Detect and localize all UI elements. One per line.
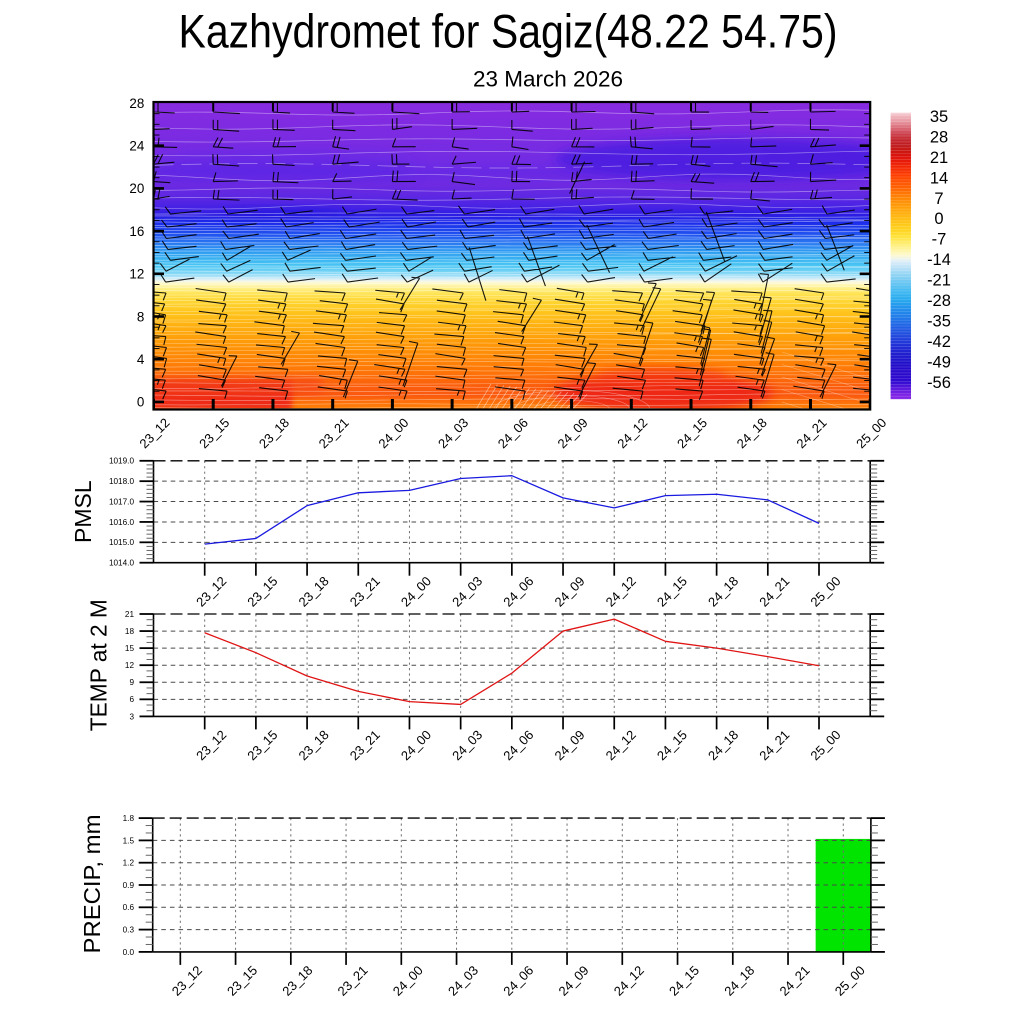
svg-text:PMSL: PMSL (70, 480, 96, 543)
svg-text:-28: -28 (927, 292, 951, 310)
svg-text:1014.0: 1014.0 (109, 559, 134, 568)
svg-text:28: 28 (930, 128, 948, 146)
svg-text:1019.0: 1019.0 (109, 457, 134, 466)
svg-text:4: 4 (137, 352, 145, 367)
svg-text:1017.0: 1017.0 (109, 497, 134, 506)
svg-text:0.9: 0.9 (123, 881, 135, 890)
svg-text:23 March 2026: 23 March 2026 (473, 67, 623, 92)
svg-text:28: 28 (129, 96, 144, 111)
svg-text:18: 18 (125, 627, 135, 636)
svg-text:1.2: 1.2 (123, 859, 135, 868)
svg-text:-7: -7 (932, 231, 947, 249)
svg-text:1018.0: 1018.0 (109, 477, 134, 486)
svg-text:20: 20 (129, 181, 144, 196)
svg-text:-56: -56 (927, 374, 951, 392)
svg-text:21: 21 (930, 149, 948, 167)
svg-text:7: 7 (934, 190, 943, 208)
svg-text:-42: -42 (927, 333, 951, 351)
svg-text:21: 21 (125, 610, 135, 619)
svg-text:1016.0: 1016.0 (109, 518, 134, 527)
svg-text:8: 8 (137, 309, 144, 324)
svg-text:12: 12 (125, 661, 135, 670)
svg-text:0: 0 (137, 395, 144, 410)
svg-text:0: 0 (934, 210, 943, 228)
svg-text:-14: -14 (927, 251, 951, 269)
svg-text:-35: -35 (927, 313, 951, 331)
svg-text:9: 9 (129, 678, 134, 687)
svg-text:14: 14 (930, 169, 948, 187)
svg-text:1.8: 1.8 (123, 814, 135, 823)
svg-text:-21: -21 (927, 272, 951, 290)
svg-text:12: 12 (129, 267, 144, 282)
svg-text:TEMP at 2 M: TEMP at 2 M (86, 599, 112, 731)
svg-text:-49: -49 (927, 354, 951, 372)
svg-text:PRECIP, mm: PRECIP, mm (79, 815, 105, 954)
svg-text:1015.0: 1015.0 (109, 538, 134, 547)
svg-text:35: 35 (930, 108, 948, 126)
svg-text:15: 15 (125, 644, 135, 653)
svg-text:0.6: 0.6 (123, 903, 135, 912)
svg-text:3: 3 (129, 712, 134, 721)
svg-text:24: 24 (129, 139, 144, 154)
svg-text:16: 16 (129, 224, 144, 239)
svg-text:0.0: 0.0 (123, 948, 135, 957)
svg-text:1.5: 1.5 (123, 836, 135, 845)
svg-text:6: 6 (129, 695, 134, 704)
svg-text:Kazhydromet for Sagiz(48.22 54: Kazhydromet for Sagiz(48.22 54.75) (179, 5, 838, 58)
svg-text:0.3: 0.3 (123, 926, 135, 935)
